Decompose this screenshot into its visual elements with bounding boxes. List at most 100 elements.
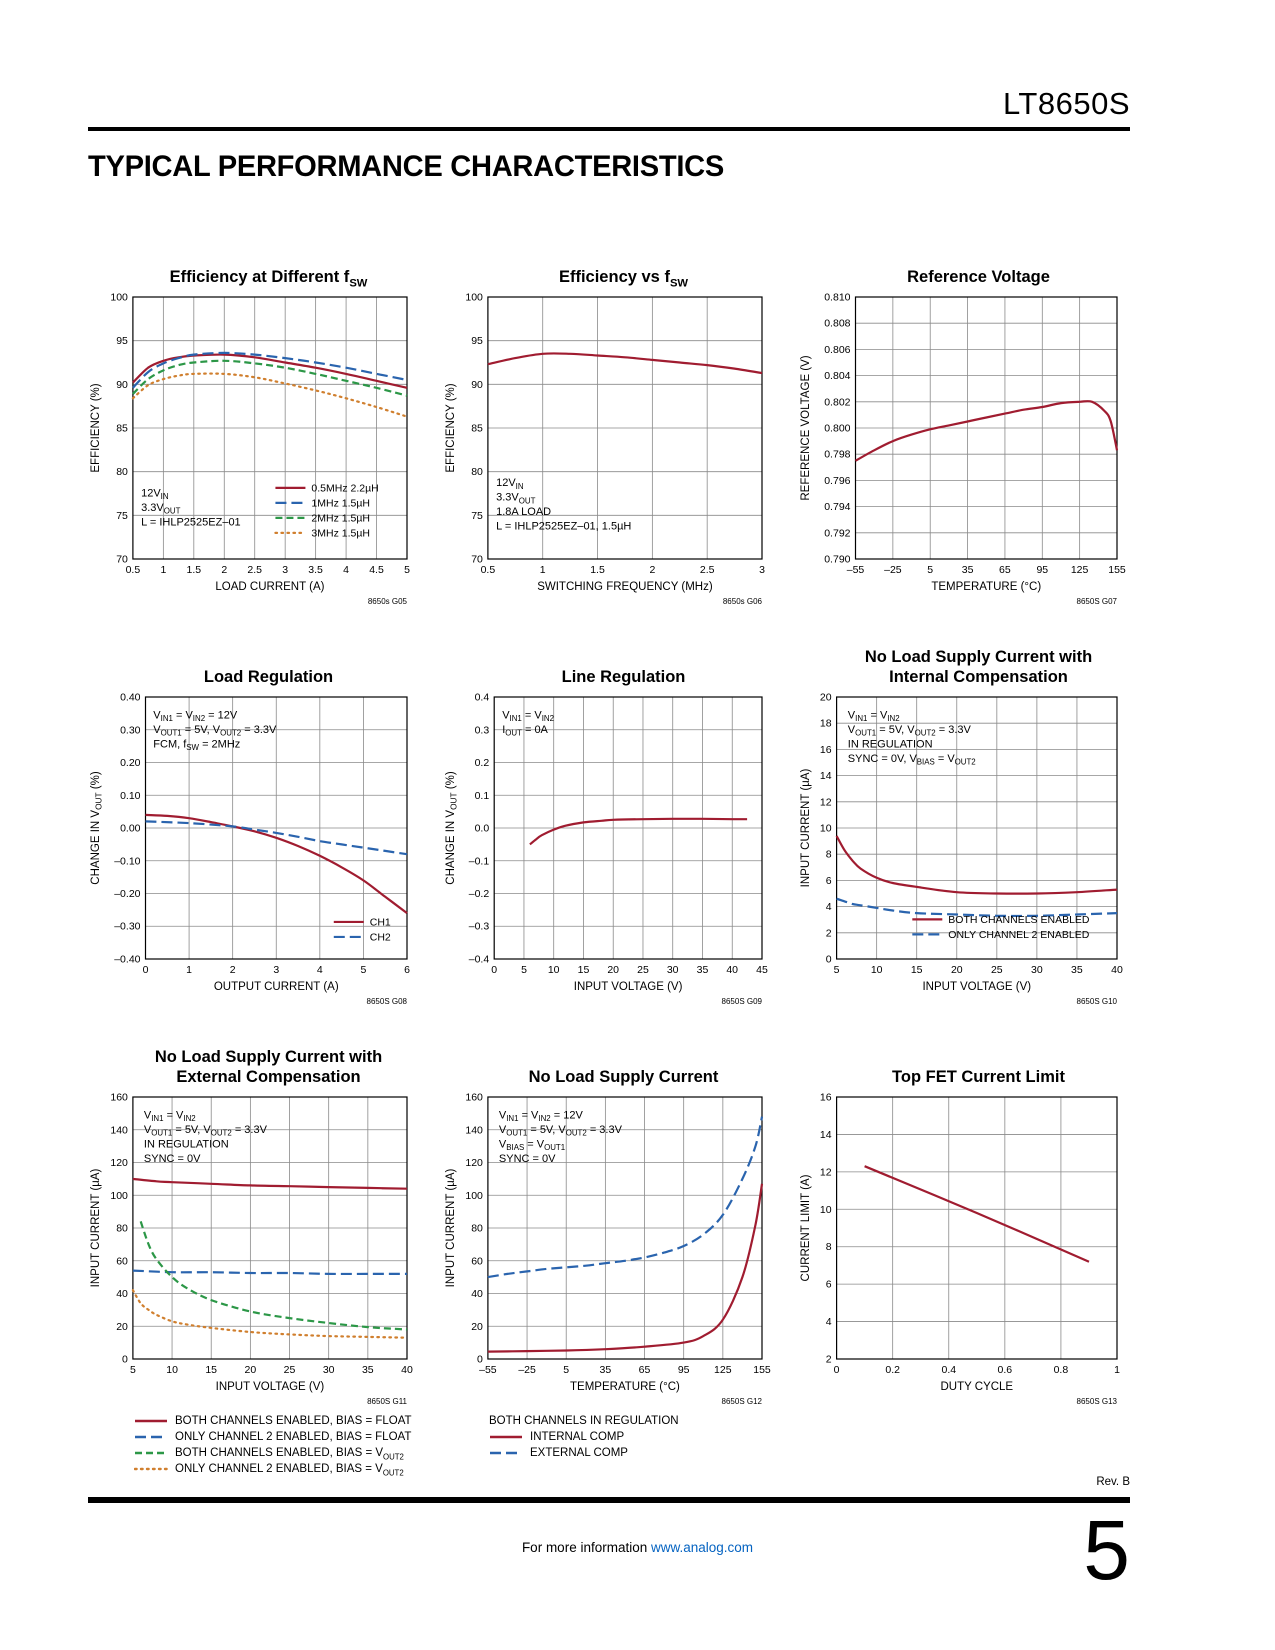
- svg-text:L = IHLP2525EZ–01: L = IHLP2525EZ–01: [141, 517, 241, 529]
- charts-grid: Efficiency at Different fSW 0.5 1 1.5 2 2.5 3…: [88, 243, 1130, 1479]
- svg-text:35: 35: [697, 964, 709, 976]
- legend-sample: [135, 1435, 167, 1439]
- svg-text:VIN1 = VIN2: VIN1 = VIN2: [502, 710, 554, 724]
- legend-sample: [135, 1451, 167, 1455]
- svg-text:L = IHLP2525EZ–01, 1.5µH: L = IHLP2525EZ–01, 1.5µH: [496, 521, 631, 533]
- legend: BOTH CHANNELS ENABLED ONLY CHANNEL 2 ENAB…: [912, 914, 1090, 941]
- svg-text:0.796: 0.796: [824, 475, 850, 487]
- svg-text:0.798: 0.798: [824, 449, 850, 461]
- svg-text:25: 25: [284, 1364, 296, 1376]
- chart-title: Load Regulation: [88, 643, 419, 687]
- series-3MHz 1.5uH: [131, 372, 409, 418]
- svg-text:CH2: CH2: [370, 931, 391, 943]
- x-axis-label: OUTPUT CURRENT (A): [214, 981, 339, 993]
- tick-labels: –55 –25 5 35 65 95 125 155 0.790 0.792 0.794 0.796 0…: [824, 292, 1126, 577]
- legend-item: BOTH CHANNELS ENABLED, BIAS = VOUT2: [134, 1447, 419, 1462]
- plot-frame: [835, 696, 1118, 960]
- chart-title: Top FET Current Limit: [798, 1043, 1129, 1087]
- legend-label: BOTH CHANNELS ENABLED, BIAS = VOUT2: [175, 1447, 404, 1462]
- svg-text:85: 85: [116, 423, 128, 435]
- svg-text:160: 160: [465, 1092, 483, 1104]
- svg-text:8: 8: [826, 1241, 832, 1253]
- svg-text:5: 5: [521, 964, 527, 976]
- chart-no-load-supply-external-comp: No Load Supply Current with External Com…: [88, 1043, 419, 1479]
- tick-labels: 5 10 15 20 25 30 35 40 0 20 40 60 80 100 120 140 160: [110, 1092, 413, 1377]
- chart-id: 8650S G09: [722, 997, 763, 1006]
- svg-text:18: 18: [820, 718, 832, 730]
- svg-text:0.00: 0.00: [120, 823, 141, 835]
- svg-text:0.806: 0.806: [824, 344, 850, 356]
- svg-text:100: 100: [110, 1190, 128, 1202]
- legend-label: ONLY CHANNEL 2 ENABLED, BIAS = FLOAT: [175, 1431, 412, 1443]
- svg-text:–0.3: –0.3: [469, 921, 490, 933]
- series-lines: [864, 1165, 1090, 1263]
- svg-text:0.4: 0.4: [941, 1364, 956, 1376]
- svg-text:5: 5: [404, 564, 410, 576]
- legend-label: BOTH CHANNELS ENABLED, BIAS = FLOAT: [175, 1415, 412, 1427]
- legend-item: ONLY CHANNEL 2 ENABLED, BIAS = VOUT2: [134, 1463, 419, 1478]
- svg-text:0.804: 0.804: [824, 370, 850, 382]
- series-both-vout2: [139, 1221, 408, 1331]
- svg-text:0.4: 0.4: [475, 692, 490, 704]
- svg-text:15: 15: [911, 964, 923, 976]
- svg-text:65: 65: [999, 564, 1011, 576]
- series-2MHz 1.5uH: [132, 359, 408, 397]
- legend-label: EXTERNAL COMP: [530, 1447, 628, 1459]
- svg-text:125: 125: [1071, 564, 1089, 576]
- svg-text:0.5MHz 2.2µH: 0.5MHz 2.2µH: [311, 482, 378, 494]
- svg-text:5: 5: [927, 564, 933, 576]
- svg-text:20: 20: [951, 964, 963, 976]
- svg-text:0.5: 0.5: [126, 564, 141, 576]
- svg-text:0.1: 0.1: [475, 790, 490, 802]
- footer-link[interactable]: www.analog.com: [650, 1540, 754, 1555]
- footer-text: For more information www.analog.com: [0, 1540, 1275, 1555]
- chart-canvas: 0.5 1 1.5 2 2.5 3 3.5 4 4.5 5 70 75 80 85 90 95 100 LOAD …: [90, 292, 410, 607]
- svg-text:5: 5: [563, 1364, 569, 1376]
- gridlines: [145, 697, 407, 959]
- series-lines: [529, 817, 748, 846]
- svg-text:65: 65: [639, 1364, 651, 1376]
- svg-text:4: 4: [826, 1316, 832, 1328]
- series-efficiency: [487, 352, 763, 375]
- chart-id: 8650S G07: [1077, 597, 1118, 606]
- svg-text:–0.4: –0.4: [469, 954, 490, 966]
- svg-text:40: 40: [116, 1288, 128, 1300]
- chart-load-regulation: Load Regulation 0 1 2 3 4 5 6 –0.40 –0.30 –0.20 –0…: [88, 643, 419, 1009]
- part-number: LT8650S: [1002, 86, 1130, 121]
- svg-text:1: 1: [160, 564, 166, 576]
- chart-id: 8650s G05: [368, 597, 408, 606]
- chart-plot: 5 10 15 20 25 30 35 40 0 20 40 60 80 100 120 140 160 INPU…: [88, 1087, 419, 1409]
- svg-text:15: 15: [205, 1364, 217, 1376]
- svg-text:5: 5: [360, 964, 366, 976]
- gridlines: [836, 1097, 1117, 1359]
- svg-text:0.794: 0.794: [824, 501, 850, 513]
- gridlines: [855, 297, 1117, 559]
- legend-header: BOTH CHANNELS IN REGULATION: [489, 1415, 774, 1427]
- svg-text:16: 16: [820, 744, 832, 756]
- svg-text:10: 10: [871, 964, 883, 976]
- svg-text:3: 3: [273, 964, 279, 976]
- chart-plot: 5 10 15 20 25 30 35 40 0 2 4 6 8 10 12 14 16 18 20 INPUT VO…: [798, 687, 1129, 1009]
- legend-sample: [135, 1419, 167, 1423]
- legend-label: ONLY CHANNEL 2 ENABLED, BIAS = VOUT2: [175, 1463, 404, 1478]
- footer-rule: [88, 1497, 1130, 1503]
- svg-text:5: 5: [130, 1364, 136, 1376]
- chart-efficiency-vs-fsw: Efficiency vs fSW 0.5 1 1.5 2 2.5 3 70 75 80 85 90…: [443, 243, 774, 609]
- series-lines: [835, 835, 1118, 918]
- svg-text:1.5: 1.5: [590, 564, 605, 576]
- svg-text:–55: –55: [847, 564, 865, 576]
- svg-text:70: 70: [471, 554, 483, 566]
- svg-text:–0.10: –0.10: [114, 855, 140, 867]
- y-axis-label: INPUT CURRENT (µA): [800, 769, 812, 888]
- svg-text:120: 120: [110, 1157, 128, 1169]
- svg-text:12: 12: [820, 796, 832, 808]
- plot-frame: [487, 296, 763, 560]
- gridlines: [132, 1097, 407, 1359]
- svg-text:100: 100: [465, 292, 483, 304]
- svg-text:SYNC = 0V: SYNC = 0V: [144, 1153, 201, 1165]
- svg-text:30: 30: [323, 1364, 335, 1376]
